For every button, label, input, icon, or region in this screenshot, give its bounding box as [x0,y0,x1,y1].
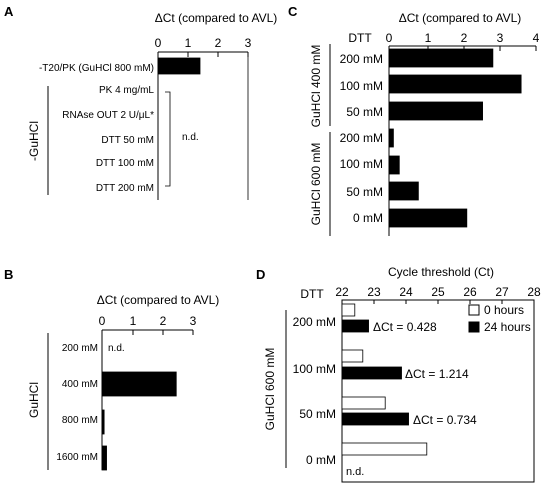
panel-c-category-label: 200 mM [340,131,383,145]
panel-a-category-label: DTT 50 mM [101,135,154,146]
panel-d-bar-0-hours [341,303,356,317]
panel-d-tick: 24 [399,285,413,299]
panel-c-letter: C [288,4,298,19]
panel-d-bar-0-hours [341,396,386,410]
panel-c-bar [388,48,494,68]
panel-d-annotation: ΔCt = 1.214 [405,367,469,381]
panel-d-nd-label: n.d. [346,466,364,478]
panel-b-letter: B [4,267,13,282]
panel-d-category-label: 100 mM [293,362,336,376]
panel-b-category-label: 200 mM [62,343,98,354]
panel-b-title: ΔCt (compared to AVL) [97,293,220,307]
panel-c-tick: 4 [533,31,540,45]
panel-d-bar-24-hours [341,366,402,380]
panel-d-bar-24-hours [341,412,409,426]
panel-a: A ΔCt (compared to AVL) 0 1 2 3 -T20/PK … [4,4,277,200]
panel-d-corner-label: DTT [300,287,324,301]
panel-d-category-label: 200 mM [293,315,336,329]
panel-c-category-label: 0 mM [353,211,383,225]
bar-layer [101,48,522,471]
legend-label-24-hours: 24 hours [484,320,531,334]
panel-d-bar-0-hours [341,442,428,456]
panel-b-bar [101,445,107,471]
panel-b-tick: 3 [190,314,197,328]
panel-d-annotation: ΔCt = 0.734 [413,413,477,427]
panel-c-bar [388,155,400,175]
panel-c-tick: 1 [425,31,432,45]
panel-b-bar [101,409,105,435]
panel-c-category-label: 50 mM [346,185,383,199]
panel-b-group-label: GuHCl [27,382,41,418]
panel-a-group-label: -GuHCl [27,121,41,161]
panel-a-category-label: PK 4 mg/mL [99,85,154,96]
panel-c-bar [388,181,419,201]
panel-b-nd-label: n.d. [108,343,125,354]
panel-a-category-label: DTT 200 mM [96,183,154,194]
panel-b-tick: 1 [130,314,137,328]
panel-d: D Cycle threshold (Ct) DTT 22 23 24 25 2… [256,265,541,483]
panel-c-bar [388,101,483,121]
panel-c-category-label: 100 mM [340,79,383,93]
panel-d-tick: 28 [527,285,541,299]
panel-b-tick: 0 [99,314,106,328]
panel-d-tick: 27 [495,285,509,299]
panel-a-category-label: DTT 100 mM [96,158,154,169]
panel-a-letter: A [4,4,14,19]
panel-c-category-label: 100 mM [340,157,383,171]
panel-c-bar [388,128,394,148]
panel-d-tick: 25 [431,285,445,299]
panel-c-corner-label: DTT [348,31,372,45]
panel-d-group-label: GuHCl 600 mM [263,348,277,431]
panel-c-bar [388,74,522,94]
panel-b-bar [101,371,177,397]
panel-d-bar-24-hours [341,319,369,333]
panel-c-category-label: 50 mM [346,105,383,119]
panel-a-nd-label: n.d. [182,132,199,143]
legend-label-0-hours: 0 hours [484,303,524,317]
panel-b: B ΔCt (compared to AVL) 0 1 2 3 200 mM 4… [4,267,219,470]
panel-a-bar [157,57,201,75]
panel-d-tick: 23 [367,285,381,299]
panel-c-tick: 2 [461,31,468,45]
panel-d-bar-0-hours [341,349,364,363]
legend-swatch-0-hours [468,304,480,316]
panel-a-tick: 1 [185,36,192,50]
panel-d-tick: 22 [335,285,349,299]
panel-b-tick: 2 [160,314,167,328]
panel-c-group-label: GuHCl 400 mM [309,45,323,128]
legend-swatch-24-hours [468,321,480,333]
panel-c-title: ΔCt (compared to AVL) [399,11,522,25]
panel-d-annotation: ΔCt = 0.428 [373,320,437,334]
panel-c-category-label: 200 mM [340,52,383,66]
panel-c-tick: 3 [497,31,504,45]
panel-a-tick: 2 [215,36,222,50]
panel-a-tick: 0 [155,36,162,50]
panel-c-bar [388,208,468,228]
panel-a-category-label: RNAse OUT 2 U/μL* [62,110,154,121]
panel-c-group-label: GuHCl 600 mM [309,143,323,226]
panel-d-letter: D [256,267,265,282]
panel-a-tick: 3 [245,36,252,50]
panel-a-title: ΔCt (compared to AVL) [155,11,278,25]
panel-c-tick: 0 [386,31,393,45]
panel-c: C ΔCt (compared to AVL) DTT 0 1 2 3 4 20… [288,4,540,236]
panel-d-tick: 26 [463,285,477,299]
panel-d-category-label: 50 mM [299,407,336,421]
panel-b-category-label: 400 mM [62,379,98,390]
panel-a-category-label: -T20/PK (GuHCl 800 mM) [39,63,154,74]
panel-a-nd-bracket [165,91,171,187]
panel-d-category-label: 0 mM [306,453,336,467]
panel-b-category-label: 1600 mM [56,452,98,463]
panel-d-title: Cycle threshold (Ct) [388,265,494,279]
panel-b-category-label: 800 mM [62,415,98,426]
